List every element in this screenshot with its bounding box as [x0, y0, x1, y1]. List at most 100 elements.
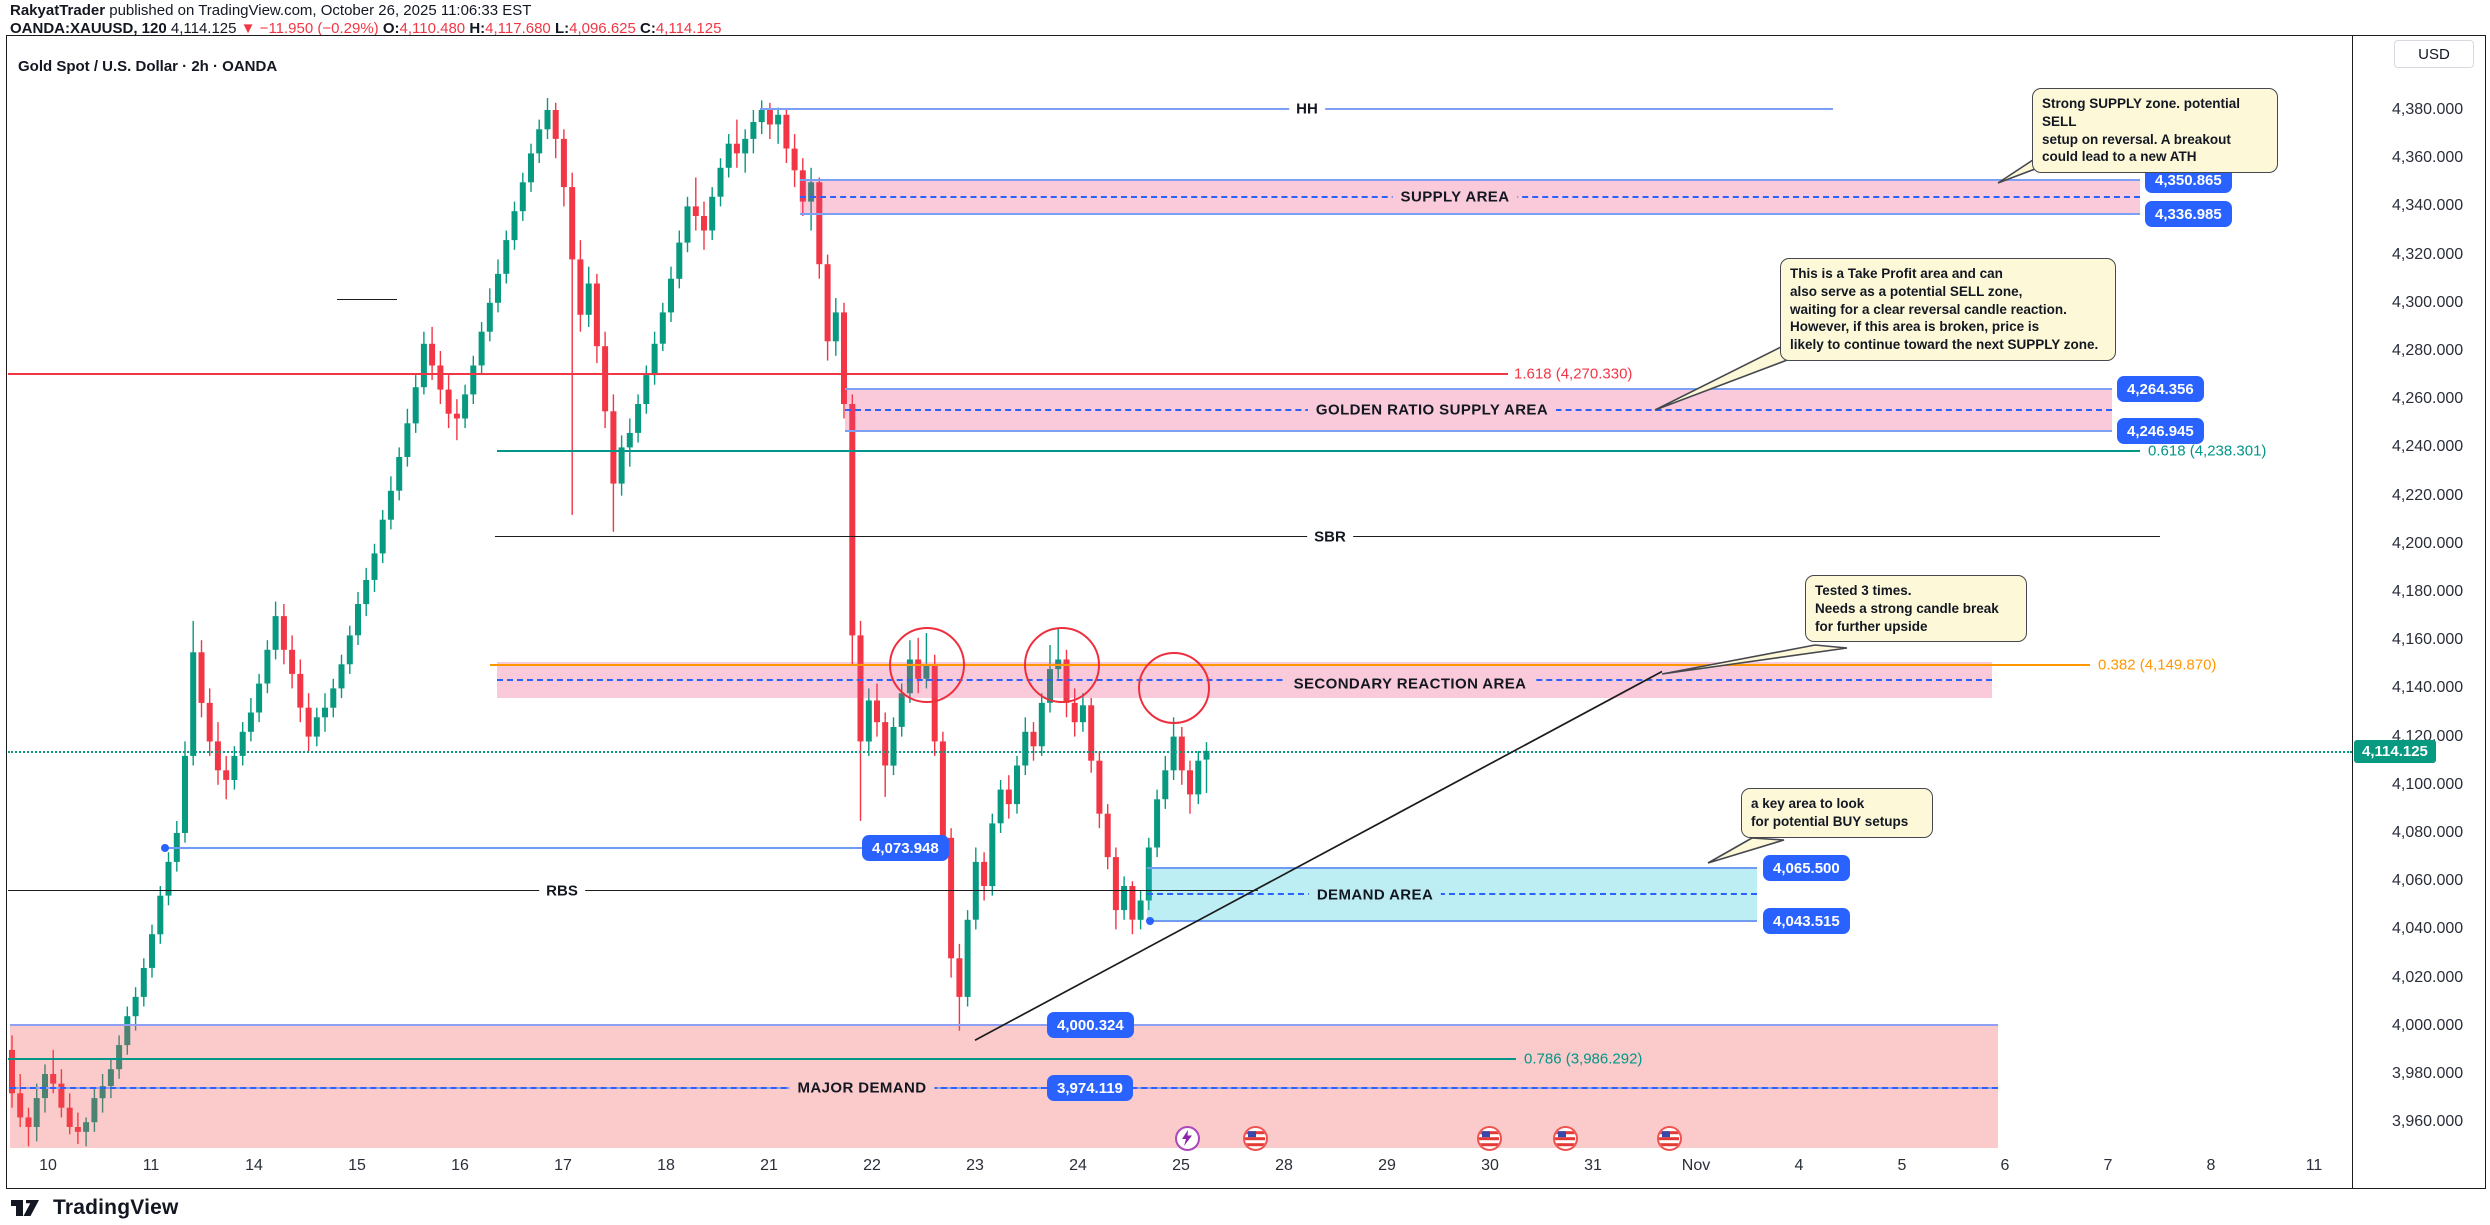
major-top-price-badge: 4,000.324 [1047, 1012, 1134, 1038]
major-bottom-price-badge: 3,974.119 [1047, 1075, 1133, 1101]
candle [280, 604, 287, 665]
candle [58, 1069, 65, 1118]
date-tick: 8 [2206, 1157, 2216, 1174]
date-tick: 14 [245, 1157, 263, 1174]
candle [214, 722, 221, 785]
date-tick: 6 [2000, 1157, 2010, 1174]
candle [1129, 881, 1136, 935]
level-4073-badge: 4,073.948 [862, 835, 949, 861]
candle [635, 394, 642, 443]
demand-top-price-badge: 4,065.500 [1763, 855, 1850, 881]
tested-highlight-circle [1138, 651, 1210, 724]
candle [412, 375, 419, 433]
candle [486, 288, 493, 342]
candle [849, 394, 856, 665]
rbs-label: RBS [539, 882, 585, 900]
price-tick: 4,160.000 [2392, 631, 2464, 649]
high-label: H: [469, 20, 486, 37]
candle [478, 322, 485, 376]
candle [791, 134, 798, 188]
date-tick: 30 [1481, 1157, 1499, 1174]
higher-high-label: HH [1289, 100, 1325, 118]
candle [42, 1064, 48, 1113]
candle [322, 693, 328, 732]
date-tick: 29 [1378, 1157, 1396, 1174]
golden-ratio-supply-label: GOLDEN RATIO SUPPLY AREA [1307, 401, 1557, 419]
candle [750, 110, 757, 154]
candle [626, 418, 633, 467]
candle [396, 447, 403, 501]
candle [74, 1112, 81, 1144]
author-name: RakyatTrader [10, 2, 106, 19]
candle [1178, 727, 1185, 785]
candle [643, 365, 650, 414]
candle [116, 1035, 123, 1079]
candle [355, 592, 361, 645]
publish-byline: RakyatTrader published on TradingView.co… [10, 2, 531, 19]
candle [190, 620, 197, 766]
candle [808, 167, 815, 231]
last-price: 4,114.125 [170, 20, 237, 37]
candle [931, 654, 938, 756]
current-price-badge: 4,114.125 [2354, 740, 2436, 763]
candle [173, 821, 180, 872]
candle [9, 1035, 15, 1108]
candle [495, 259, 501, 313]
current-price-line [8, 751, 2352, 753]
candle [972, 847, 979, 930]
candle [1154, 789, 1161, 858]
candle [346, 625, 353, 674]
candle [1014, 755, 1020, 814]
fib-0786-label: 0.786 (3,986.292) [1524, 1050, 1643, 1068]
economic-event-us-flag-icon [1477, 1126, 1502, 1151]
price-tick: 4,020.000 [2392, 968, 2464, 986]
candle [124, 1006, 131, 1055]
candle [379, 510, 386, 564]
candle [989, 813, 996, 896]
candle [865, 688, 872, 756]
candle [387, 476, 394, 530]
candle [206, 688, 213, 756]
price-tick: 4,140.000 [2392, 679, 2464, 697]
golden-bottom-price-badge: 4,246.945 [2117, 418, 2204, 444]
price-tick: 4,220.000 [2392, 486, 2464, 504]
date-tick: 15 [348, 1157, 366, 1174]
price-tick: 4,040.000 [2392, 920, 2464, 938]
fib-0382-label: 0.382 (4,149.870) [2098, 656, 2217, 674]
demand-corner-dot [1146, 917, 1154, 925]
economic-event-us-flag-icon [1243, 1126, 1268, 1151]
candle [841, 302, 847, 419]
candle [470, 355, 477, 404]
candle [297, 659, 304, 723]
candle [445, 375, 452, 429]
candle [247, 698, 254, 742]
candle [552, 102, 559, 159]
currency-unit-button[interactable]: USD [2394, 40, 2474, 68]
candle [371, 543, 378, 592]
candle [511, 201, 518, 250]
secondary-reaction-label: SECONDARY REACTION AREA [1285, 675, 1535, 693]
candle [577, 240, 584, 332]
candle [799, 158, 806, 216]
sbr-label: SBR [1307, 528, 1353, 546]
candle [610, 394, 617, 532]
candle [717, 158, 724, 207]
price-tick: 4,240.000 [2392, 438, 2464, 456]
candle [725, 134, 732, 178]
date-tick: 7 [2103, 1157, 2113, 1174]
candle [99, 1074, 106, 1113]
candle [898, 683, 905, 737]
date-tick: 28 [1275, 1157, 1293, 1174]
candle [775, 107, 782, 144]
candle [404, 408, 411, 467]
date-tick: 11 [2305, 1157, 2323, 1174]
level-4073-dot [161, 844, 169, 852]
candle [1038, 693, 1045, 756]
candle [593, 273, 600, 364]
candle [569, 172, 576, 515]
candle [140, 958, 147, 1007]
date-tick: 24 [1069, 1157, 1087, 1174]
date-tick: 25 [1172, 1157, 1190, 1174]
